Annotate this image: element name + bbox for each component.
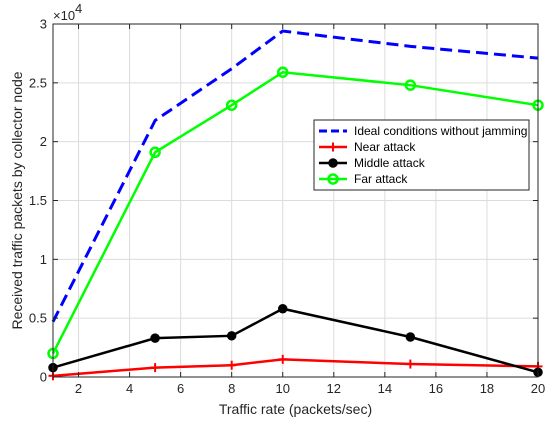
y-axis-label: Received traffic packets by collector no… <box>9 71 25 329</box>
x-tick-label-5: 12 <box>327 381 341 396</box>
series-2-point-3 <box>277 304 288 314</box>
x-tick-label-9: 20 <box>531 381 545 396</box>
legend-item-3: Far attack <box>319 172 408 186</box>
series-layer <box>47 29 544 381</box>
x-tick-label-1: 4 <box>126 381 133 396</box>
legend-label-0: Ideal conditions without jamming <box>354 124 527 138</box>
y-tick-label-3: 1.5 <box>29 193 47 208</box>
series-3-point-3 <box>276 66 289 78</box>
y-tick-label-6: 3 <box>40 17 47 32</box>
legend-marker-3 <box>327 173 339 185</box>
y-multiplier: ×10 4 <box>53 1 82 23</box>
series-line-3 <box>51 70 539 355</box>
x-tick-label-7: 16 <box>429 381 443 396</box>
x-tick-label-2: 6 <box>177 381 184 396</box>
legend-item-2: Middle attack <box>319 156 426 170</box>
series-2-point-4 <box>405 332 416 342</box>
y-multiplier-base: ×10 <box>53 8 75 23</box>
x-tick-label-3: 8 <box>228 381 235 396</box>
legend-label-2: Middle attack <box>354 156 426 170</box>
y-multiplier-exponent: 4 <box>75 1 82 16</box>
series-3-point-1 <box>149 146 161 159</box>
series-3-point-2 <box>225 99 238 111</box>
series-line-0 <box>51 29 539 323</box>
x-axis-label: Traffic rate (packets/sec) <box>219 401 372 417</box>
x-tick-label-6: 14 <box>378 381 392 396</box>
y-tick-label-2: 1 <box>40 252 47 267</box>
series-0 <box>51 29 539 323</box>
legend-box <box>313 119 530 191</box>
legend-marker-2 <box>328 158 338 168</box>
legend-marker-1 <box>328 142 338 152</box>
legend-item-0: Ideal conditions without jamming <box>319 124 527 138</box>
legend-label-3: Far attack <box>354 172 408 186</box>
series-3-point-4 <box>404 79 417 91</box>
y-tick-label-1: 0.5 <box>29 311 47 326</box>
series-1-point-2 <box>227 360 237 370</box>
legend-item-1: Near attack <box>319 140 416 154</box>
legend-label-1: Near attack <box>354 140 416 154</box>
series-1-point-3 <box>278 354 288 364</box>
series-2-point-2 <box>226 331 237 341</box>
x-tick-label-4: 10 <box>276 381 290 396</box>
legend: Ideal conditions without jamming Near att… <box>313 119 530 191</box>
x-tick-label-8: 18 <box>480 381 494 396</box>
series-1-point-1 <box>150 363 160 373</box>
series-1-point-4 <box>405 359 415 369</box>
x-tick-label-0: 2 <box>75 381 82 396</box>
series-2-point-1 <box>150 333 160 343</box>
y-tick-label-4: 2 <box>40 134 47 149</box>
y-tick-label-0: 0 <box>40 370 47 385</box>
series-line-2 <box>52 307 539 374</box>
ticks: 2 4 6 8 10 12 14 16 18 20 0 0.5 1 1.5 2 2.5 3 <box>29 17 545 397</box>
y-tick-label-5: 2.5 <box>29 75 47 90</box>
series-line-1 <box>52 358 539 378</box>
